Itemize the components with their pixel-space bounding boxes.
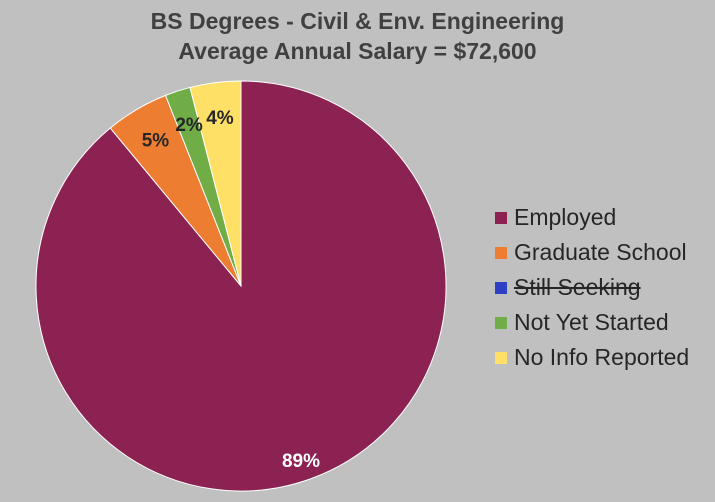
legend-item-graduate-school[interactable]: Graduate School [495, 235, 689, 270]
legend-label-not-yet-started: Not Yet Started [514, 309, 669, 335]
legend-item-no-info-reported[interactable]: No Info Reported [495, 340, 689, 375]
data-label-employed: 89% [282, 451, 320, 472]
data-label-no-info-reported: 4% [206, 108, 234, 129]
legend-swatch-still-seeking [495, 281, 507, 294]
data-label-not-yet-started: 2% [175, 115, 203, 136]
chart-title-line-2: Average Annual Salary = $72,600 [178, 38, 537, 64]
legend-label-employed: Employed [514, 204, 617, 230]
legend-swatch-employed [495, 211, 507, 224]
legend-swatch-no-info-reported [495, 351, 507, 364]
legend: Employed Graduate School Still Seeking N… [495, 200, 689, 375]
pie-slice-no-info-reported[interactable] [189, 80, 242, 287]
legend-item-not-yet-started[interactable]: Not Yet Started [495, 305, 689, 340]
legend-label-graduate-school: Graduate School [514, 239, 687, 265]
legend-item-employed[interactable]: Employed [495, 200, 689, 235]
legend-item-still-seeking[interactable]: Still Seeking [495, 270, 689, 305]
data-label-graduate-school: 5% [142, 130, 170, 151]
legend-swatch-not-yet-started [495, 316, 507, 329]
legend-label-still-seeking: Still Seeking [514, 274, 641, 300]
chart-title-line-1: BS Degrees - Civil & Env. Engineering [150, 8, 565, 34]
legend-label-no-info-reported: No Info Reported [514, 344, 690, 370]
legend-swatch-graduate-school [495, 246, 507, 259]
